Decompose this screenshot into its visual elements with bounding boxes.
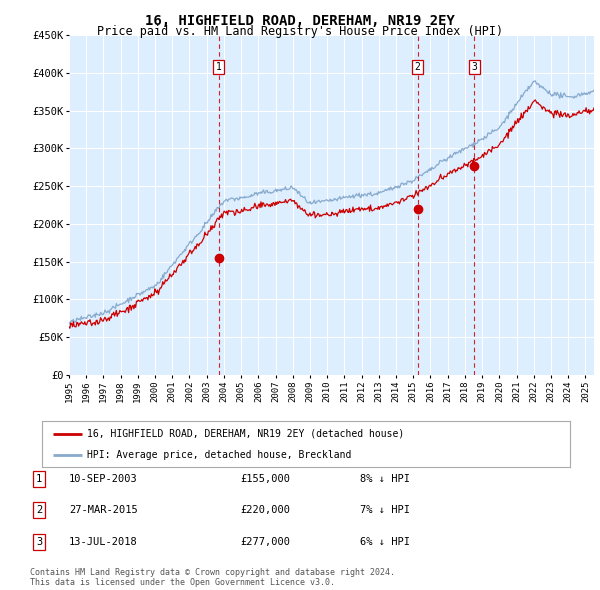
Text: 27-MAR-2015: 27-MAR-2015 (69, 506, 138, 515)
Text: Price paid vs. HM Land Registry's House Price Index (HPI): Price paid vs. HM Land Registry's House … (97, 25, 503, 38)
Text: HPI: Average price, detached house, Breckland: HPI: Average price, detached house, Brec… (87, 450, 351, 460)
Text: 10-SEP-2003: 10-SEP-2003 (69, 474, 138, 484)
Text: 3: 3 (36, 537, 42, 546)
Text: 16, HIGHFIELD ROAD, DEREHAM, NR19 2EY: 16, HIGHFIELD ROAD, DEREHAM, NR19 2EY (145, 14, 455, 28)
Text: £220,000: £220,000 (240, 506, 290, 515)
Text: 8% ↓ HPI: 8% ↓ HPI (360, 474, 410, 484)
Text: 6% ↓ HPI: 6% ↓ HPI (360, 537, 410, 546)
Text: 7% ↓ HPI: 7% ↓ HPI (360, 506, 410, 515)
Text: 16, HIGHFIELD ROAD, DEREHAM, NR19 2EY (detached house): 16, HIGHFIELD ROAD, DEREHAM, NR19 2EY (d… (87, 429, 404, 439)
Text: 1: 1 (216, 62, 221, 72)
Text: Contains HM Land Registry data © Crown copyright and database right 2024.: Contains HM Land Registry data © Crown c… (30, 568, 395, 577)
Text: This data is licensed under the Open Government Licence v3.0.: This data is licensed under the Open Gov… (30, 578, 335, 587)
Text: 2: 2 (415, 62, 421, 72)
Text: 3: 3 (472, 62, 478, 72)
Text: 2: 2 (36, 506, 42, 515)
Text: 13-JUL-2018: 13-JUL-2018 (69, 537, 138, 546)
Text: £277,000: £277,000 (240, 537, 290, 546)
Text: 1: 1 (36, 474, 42, 484)
Text: £155,000: £155,000 (240, 474, 290, 484)
